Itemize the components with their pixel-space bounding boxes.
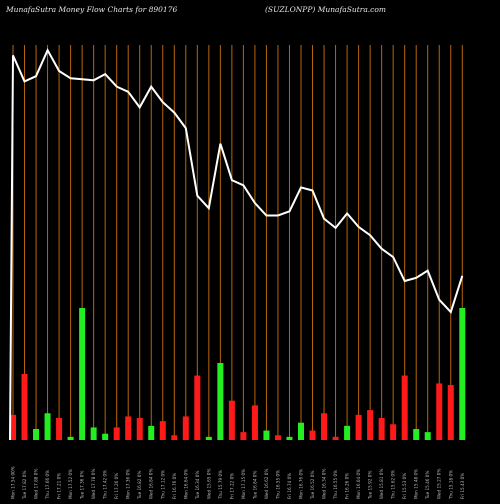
money-flow-bar bbox=[79, 308, 86, 440]
money-flow-bar bbox=[436, 383, 443, 440]
x-tick-label: Wed 15.65 0% bbox=[206, 469, 211, 499]
x-tick-label: Thu 15.18 0% bbox=[448, 470, 453, 500]
x-tick-label: Wed 16.34 0% bbox=[322, 469, 327, 499]
money-flow-bar bbox=[148, 425, 155, 440]
money-flow-bar bbox=[286, 436, 293, 440]
money-flow-bar bbox=[240, 432, 247, 440]
x-tick-label: Fri 17.26 0% bbox=[114, 473, 119, 499]
money-flow-bar bbox=[21, 374, 28, 440]
money-flow-bar bbox=[228, 400, 235, 440]
money-flow-bar bbox=[217, 363, 224, 440]
x-tick-label: Wed 17.88 0% bbox=[34, 469, 39, 499]
money-flow-bar bbox=[44, 413, 51, 440]
money-flow-bar bbox=[194, 375, 201, 440]
x-tick-label: Tue 16.84 0% bbox=[252, 471, 257, 500]
money-flow-bar bbox=[90, 427, 97, 440]
money-flow-bar bbox=[332, 436, 339, 440]
x-tick-label: Fri 17.22 0% bbox=[229, 473, 234, 499]
money-flow-bar bbox=[390, 424, 397, 440]
x-tick-label: Mon 17.36 0% bbox=[126, 469, 131, 499]
x-tick-label: Wed 16.62 0% bbox=[264, 469, 269, 499]
x-tick-label: Mon 17.15 0% bbox=[241, 469, 246, 499]
x-tick-label: Tue 17.36 0% bbox=[80, 471, 85, 500]
x-tick-label: Wed 15.27 0% bbox=[437, 469, 442, 499]
x-tick-label: Tue 16.82 0% bbox=[137, 471, 142, 500]
money-flow-bar bbox=[67, 436, 74, 440]
x-tick-label: Mon 17.54 00% bbox=[11, 466, 16, 499]
money-flow-bar bbox=[459, 308, 466, 440]
money-flow-bar bbox=[102, 433, 109, 440]
money-flow-bar bbox=[309, 430, 316, 440]
x-tick-label: Fri 16.26 0% bbox=[345, 473, 350, 499]
x-tick-label: Tue 15.92 0% bbox=[368, 471, 373, 500]
x-tick-label: Thu 15.62 0% bbox=[391, 470, 396, 500]
x-tick-label: Thu 17.42 0% bbox=[103, 470, 108, 500]
x-tick-label: Thu 16.55 0% bbox=[333, 470, 338, 500]
x-tick-label: Fri 16.76 0% bbox=[172, 473, 177, 499]
money-flow-bar bbox=[401, 375, 408, 440]
money-flow-bar bbox=[321, 413, 328, 440]
money-flow-bar bbox=[424, 432, 431, 440]
money-flow-bar bbox=[113, 427, 120, 440]
money-flow-bar bbox=[274, 435, 281, 440]
x-tick-label: Wed 15.81 0% bbox=[379, 469, 384, 499]
money-flow-bar bbox=[136, 418, 143, 440]
x-tick-label: Mon 17.52 0% bbox=[68, 469, 73, 499]
money-flow-bar bbox=[378, 418, 385, 440]
x-tick-label: Tue 17.82 0% bbox=[22, 471, 27, 500]
x-tick-label: Mon 16.76 0% bbox=[299, 469, 304, 499]
money-flow-bar bbox=[344, 425, 351, 440]
x-tick-label: Thu 17.66 0% bbox=[45, 470, 50, 500]
chart-subtitle: (SUZLONPP) MunafaSutra.com bbox=[265, 5, 386, 14]
money-flow-bar bbox=[33, 429, 40, 440]
x-tick-label: Tue 16.34 0% bbox=[195, 471, 200, 500]
money-flow-bar bbox=[125, 416, 132, 440]
x-tick-label: Fri 16.74 0% bbox=[287, 473, 292, 499]
chart-title: MunafaSutra Money Flow Charts for 890176 bbox=[6, 5, 178, 14]
money-flow-bar bbox=[298, 422, 304, 440]
money-flow-bar bbox=[447, 385, 454, 440]
money-flow-bar bbox=[205, 436, 212, 440]
money-flow-bar bbox=[159, 421, 166, 440]
money-flow-bar bbox=[263, 430, 270, 440]
money-flow-bar bbox=[355, 414, 362, 440]
money-flow-bar bbox=[251, 405, 258, 440]
x-tick-label: Wed 16.84 0% bbox=[149, 469, 154, 499]
x-tick-label: Fri 15.43 0% bbox=[460, 473, 465, 499]
money-flow-bar bbox=[413, 429, 420, 440]
money-flow-bar bbox=[171, 435, 178, 440]
money-flow-bar bbox=[182, 416, 189, 440]
x-tick-label: Thu 16.55 0% bbox=[275, 470, 280, 500]
money-flow-bar bbox=[56, 418, 63, 440]
x-tick-label: Mon 16.04 0% bbox=[356, 469, 361, 499]
x-tick-label: Mon 16.64 0% bbox=[183, 469, 188, 499]
x-tick-label: Tue 15.46 0% bbox=[425, 471, 430, 500]
x-tick-label: Wed 17.78 0% bbox=[91, 469, 96, 499]
x-tick-label: Thu 15.79 0% bbox=[218, 470, 223, 500]
money-flow-bar bbox=[367, 410, 374, 440]
money-flow-bar bbox=[10, 414, 16, 440]
x-tick-label: Tue 16.52 0% bbox=[310, 471, 315, 500]
x-tick-label: Fri 17.21 0% bbox=[57, 473, 62, 499]
x-tick-label: Thu 17.12 0% bbox=[160, 470, 165, 500]
x-tick-label: Fri 15.53 0% bbox=[402, 473, 407, 499]
price-line bbox=[9, 47, 464, 441]
x-tick-label: Mon 15.48 0% bbox=[414, 469, 419, 499]
